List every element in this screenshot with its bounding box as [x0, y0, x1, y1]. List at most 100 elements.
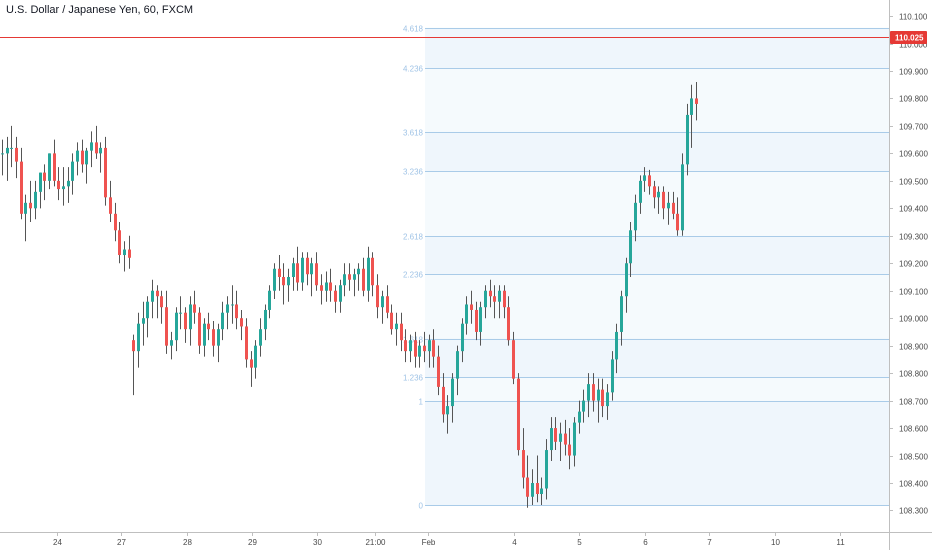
fib-zone [425, 27, 889, 69]
candle-up [343, 274, 346, 286]
candle-down [165, 307, 168, 346]
candle-down [81, 150, 84, 165]
candle-down [15, 147, 18, 162]
candle-down [648, 175, 651, 187]
candle-down [554, 428, 557, 442]
fib-level-label: 1.618 [403, 336, 424, 345]
candle-down [404, 340, 407, 352]
candle-up [203, 323, 206, 346]
price-tick-label: 109.400 [899, 205, 928, 214]
candle-up [498, 290, 501, 302]
candle-up [217, 329, 220, 346]
candle-up [545, 450, 548, 489]
fib-zone [425, 235, 889, 275]
fib-level-label: 4.236 [403, 65, 424, 74]
candle-down [423, 345, 426, 352]
candle-up [587, 384, 590, 401]
price-tick-label: 110.100 [899, 13, 928, 22]
candle-down [95, 142, 98, 154]
candle-down [601, 389, 604, 407]
candle-up [582, 400, 585, 412]
candle-up [301, 257, 304, 283]
candle-up [292, 263, 295, 277]
candle-up [175, 312, 178, 341]
candle-down [334, 290, 337, 302]
fib-level-label: 2.618 [403, 233, 424, 242]
candle-down [278, 268, 281, 277]
candle-down [442, 386, 445, 415]
candle-up [606, 392, 609, 407]
candle-up [24, 202, 27, 214]
candle-down [320, 285, 323, 291]
candle-down [104, 147, 107, 198]
fib-zone [425, 401, 889, 505]
candle-up [137, 323, 140, 352]
candle-down [198, 312, 201, 346]
candle-up [357, 268, 360, 275]
candle-up [67, 180, 70, 187]
time-tick-label: 4 [512, 538, 517, 547]
candle-down [29, 202, 32, 209]
candle-up [123, 249, 126, 256]
price-tick-label: 109.100 [899, 288, 928, 297]
chart-title: U.S. Dollar / Japanese Yen, 60, FXCM [6, 4, 194, 16]
price-tick-label: 108.700 [899, 398, 928, 407]
candle-down [348, 274, 351, 280]
time-tick-label: 24 [53, 538, 62, 547]
candle-up [540, 488, 543, 495]
candle-up [479, 307, 482, 332]
candle-up [615, 331, 618, 360]
candle-up [461, 323, 464, 352]
candle-up [85, 150, 88, 165]
candle-up [451, 378, 454, 407]
candle-up [259, 329, 262, 346]
fib-extension-tool[interactable]: 4.618 4.236 3.618 3.236 2.618 2.236 1.618 1.236… [403, 25, 889, 511]
price-tick-label: 108.300 [899, 507, 928, 516]
candle-down [653, 186, 656, 198]
candle-up [268, 290, 271, 310]
candle-up [273, 268, 276, 291]
candle-up [428, 340, 431, 352]
candle-up [409, 340, 412, 352]
time-tick-label: 30 [313, 538, 322, 547]
candle-down [517, 378, 520, 451]
time-tick-label: 27 [117, 538, 126, 547]
candle-down [212, 329, 215, 346]
candle-down [118, 230, 121, 256]
candle-down [662, 191, 665, 209]
candle-down [114, 213, 117, 231]
candle-down [512, 340, 515, 379]
candle-down [315, 263, 318, 286]
time-tick-label: 7 [707, 538, 712, 547]
candle-down [371, 257, 374, 286]
candle-down [156, 290, 159, 297]
candle-down [376, 285, 379, 308]
candle-up [578, 411, 581, 423]
candle-down [672, 202, 675, 214]
candle-up [639, 180, 642, 203]
price-tick-label: 108.600 [899, 425, 928, 434]
fib-level-label: 3.236 [403, 168, 424, 177]
candle-down [160, 296, 163, 308]
candle-down [128, 249, 131, 258]
fib-zone [425, 68, 889, 132]
candle-down [43, 172, 46, 181]
candle-up [550, 428, 553, 451]
candle-up [643, 175, 646, 181]
fib-level-label: 4.618 [403, 25, 424, 34]
candle-up [657, 191, 660, 198]
time-tick-label: 10 [771, 538, 780, 547]
candle-up [395, 323, 398, 330]
candle-up [611, 359, 614, 393]
candle-up [264, 309, 267, 330]
fib-zone [425, 338, 889, 378]
candle-up [34, 191, 37, 209]
candle-up [690, 98, 693, 115]
candle-down [235, 304, 238, 319]
candle-down [132, 340, 135, 352]
candle-down [536, 483, 539, 495]
candle-down [386, 296, 389, 313]
candle-down [414, 340, 417, 357]
